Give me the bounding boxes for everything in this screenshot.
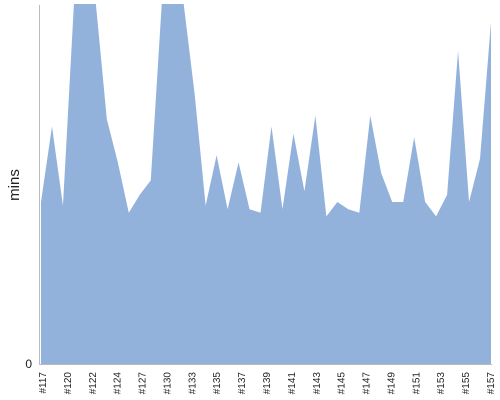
y-tick-label-0: 0 [25,357,32,371]
area-series [41,4,491,364]
x-tick-label: #135 [212,372,223,395]
x-tick-label: #141 [287,372,298,395]
x-tick-label: #143 [312,372,323,395]
x-tick-label: #149 [386,372,397,395]
x-tick-label: #120 [63,372,74,395]
x-tick-label: #151 [411,372,422,395]
x-tick-label: #137 [237,372,248,395]
x-tick-label: #117 [38,372,49,394]
x-tick-label: #147 [362,372,373,395]
x-tick-label: #153 [436,372,447,395]
x-tick-label: #130 [162,372,173,395]
x-tick-label: #124 [113,372,124,395]
x-tick-label: #122 [88,372,99,395]
x-tick-label: #127 [138,372,149,395]
x-tick-label: #133 [187,372,198,395]
x-tick-label: #145 [337,372,348,395]
x-tick-labels: #117 #120 #122 #124 #127 #130 #133 #135 #137 #139… [38,372,497,395]
x-tick-label: #155 [461,372,472,395]
plot-area [41,4,491,364]
x-tick-label: #157 [486,372,497,395]
x-tick-label: #139 [262,372,273,395]
y-axis-label: mins [6,169,23,201]
